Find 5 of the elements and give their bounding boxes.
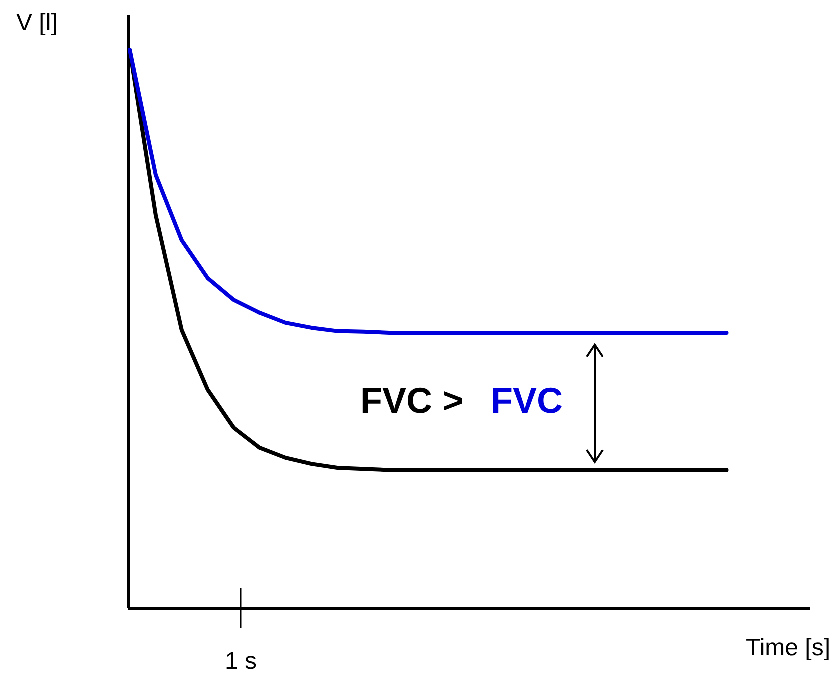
y-axis-title: V [l]	[16, 10, 58, 36]
x-axis-title: Time [s]	[746, 634, 830, 662]
annotation: FVC	[491, 380, 563, 421]
text: 1 s	[224, 648, 258, 674]
annotation: FVC >	[360, 380, 464, 421]
